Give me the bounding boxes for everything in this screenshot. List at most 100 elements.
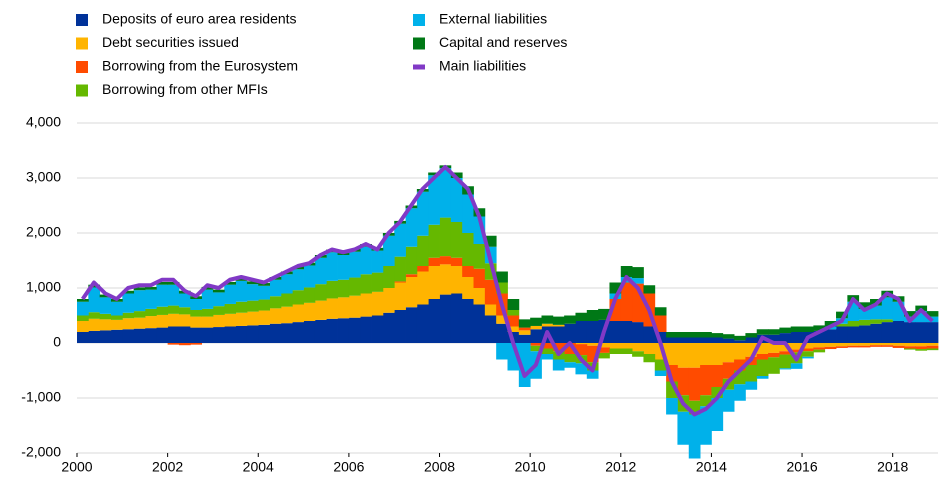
bar-segment [858, 319, 871, 326]
bar-segment [360, 293, 372, 317]
x-tick-label: 2006 [333, 459, 364, 475]
bar-segment [892, 301, 905, 321]
bar-segment [892, 321, 905, 343]
bar-segment [450, 222, 463, 258]
bar-segment [779, 368, 792, 370]
bar-segment [881, 297, 894, 320]
bar-segment [790, 363, 803, 369]
bar-segment [348, 317, 361, 343]
bar-segment [700, 365, 712, 396]
legend-label: Capital and reserves [439, 34, 567, 50]
bar-segment [904, 348, 916, 350]
bar-segment [892, 345, 905, 348]
bar-segment [212, 306, 225, 315]
bar-segment [144, 289, 157, 309]
bar-segment [394, 281, 406, 283]
bar-segment [122, 293, 135, 313]
bar-segment [258, 324, 270, 343]
bar-segment [212, 289, 225, 293]
bar-segment [677, 337, 690, 343]
bar-segment [881, 343, 894, 346]
legend-swatch [76, 84, 88, 97]
bar-segment [824, 329, 837, 343]
bar-segment [847, 326, 860, 343]
bar-segment [530, 345, 542, 352]
legend-swatch [76, 14, 88, 26]
bar-segment [779, 351, 792, 355]
bar-segment [734, 359, 746, 371]
bar-segment [756, 354, 769, 360]
bar-segment [167, 305, 180, 314]
bar-segment [450, 293, 463, 343]
bar-segment [643, 343, 656, 354]
bar-segment [99, 297, 112, 314]
bar-segment [632, 351, 644, 357]
bar-segment [700, 332, 712, 338]
bar-segment [802, 351, 814, 357]
bar-segment [870, 343, 882, 346]
bar-segment [178, 326, 191, 343]
bar-segment [416, 271, 429, 305]
bar-segment [190, 316, 203, 328]
bar-segment [586, 343, 599, 346]
bar-segment [235, 312, 248, 326]
bar-segment [280, 293, 293, 307]
bar-segment [575, 343, 588, 345]
bar-segment [360, 316, 372, 343]
bar-segment [586, 370, 599, 379]
bar-segment [768, 352, 780, 358]
bar-segment [473, 268, 486, 288]
bar-segment [428, 257, 440, 266]
bar-segment [632, 278, 644, 284]
bar-segment [224, 281, 237, 285]
bar-segment [688, 343, 701, 368]
bar-segment [745, 381, 758, 390]
bar-segment [598, 352, 610, 359]
bar-segment [201, 316, 214, 328]
bar-segment [575, 312, 588, 321]
bar-segment [326, 298, 338, 319]
bar-segment [133, 317, 146, 329]
bar-segment [620, 348, 633, 354]
bar-segment [802, 343, 814, 349]
bar-segment [666, 337, 678, 343]
bar-segment [518, 319, 531, 328]
bar-segment [915, 343, 928, 347]
bar-segment [462, 194, 474, 233]
bar-segment [711, 337, 724, 343]
bar-segment [722, 338, 735, 343]
bar-segment [99, 294, 112, 298]
bar-segment [484, 263, 497, 280]
bar-segment [246, 281, 259, 285]
bar-segment [745, 343, 758, 357]
bar-segment [768, 343, 780, 353]
bar-segment [915, 311, 928, 323]
bar-segment [711, 387, 724, 398]
bar-segment [915, 346, 928, 350]
bar-segment [779, 333, 792, 343]
bar-segment [734, 335, 746, 341]
bar-segment [224, 326, 237, 343]
bar-segment [428, 266, 440, 299]
bar-segment [450, 172, 463, 178]
bar-segment [326, 318, 338, 343]
bar-segment [212, 314, 225, 328]
bar-segment [768, 334, 780, 343]
bar-segment [518, 327, 531, 331]
bar-segment [337, 279, 350, 298]
bar-segment [802, 348, 814, 352]
bar-segment [813, 325, 826, 331]
bar-segment [224, 284, 237, 304]
bar-segment [178, 293, 191, 308]
bar-segment [734, 370, 746, 385]
bar-segment [303, 265, 316, 288]
bar-segment [552, 316, 565, 325]
bar-segment [666, 398, 678, 415]
bar-segment [790, 343, 803, 350]
bar-segment [904, 322, 916, 343]
bar-segment [144, 328, 157, 343]
bar-segment [790, 326, 803, 332]
bar-segment [167, 326, 180, 343]
bar-segment [110, 319, 123, 330]
bar-segment [790, 349, 803, 353]
